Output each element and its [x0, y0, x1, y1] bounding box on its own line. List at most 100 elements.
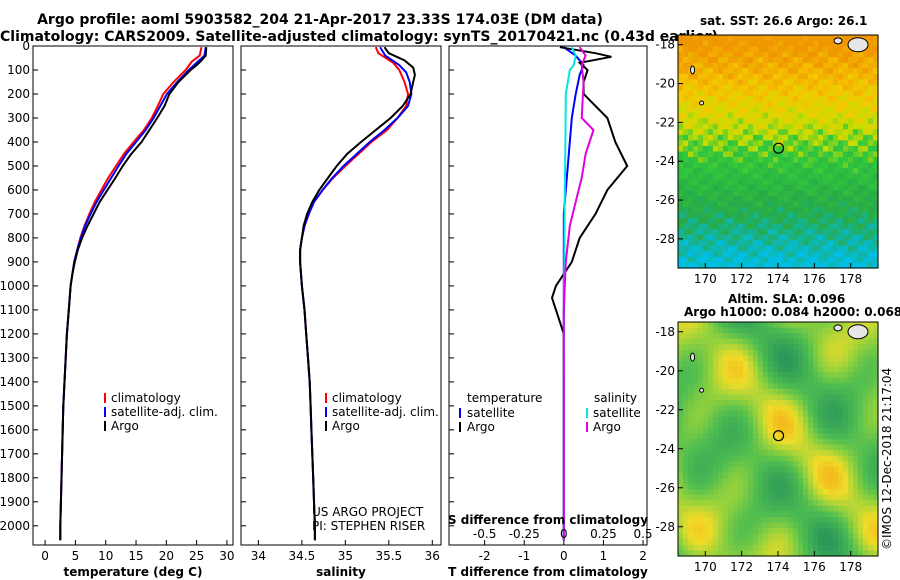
map-cell	[708, 40, 714, 47]
map-cell	[693, 355, 699, 362]
map-cell	[853, 500, 859, 507]
map-cell	[833, 151, 839, 158]
map-cell	[783, 184, 789, 191]
map-cell	[818, 511, 824, 518]
map-cell	[718, 511, 724, 518]
map-cell	[693, 550, 699, 557]
map-cell	[783, 179, 789, 186]
map-cell	[718, 322, 724, 329]
map-cell	[728, 422, 734, 429]
map-cell	[733, 349, 739, 357]
map-cell	[828, 107, 834, 114]
map-cell	[718, 489, 724, 496]
map-cell	[743, 101, 749, 108]
map-cell	[713, 533, 719, 540]
map-cell	[748, 550, 754, 557]
map-cell	[743, 322, 749, 329]
map-cell	[803, 46, 809, 53]
map-cell	[848, 179, 854, 186]
map-cell	[838, 489, 844, 496]
map-cell	[823, 377, 829, 384]
map-cell	[693, 206, 699, 214]
depth-tick-label: 1700	[0, 447, 30, 461]
map-cell	[718, 450, 724, 457]
map-cell	[868, 107, 874, 114]
map-cell	[863, 201, 869, 208]
map-cell	[758, 68, 764, 75]
map-cell	[733, 500, 739, 507]
map-cell	[718, 84, 724, 92]
map-cell	[738, 450, 744, 457]
map-cell	[693, 162, 699, 169]
map-cell	[733, 57, 739, 64]
map-cell	[838, 168, 844, 175]
map-cell	[753, 168, 759, 175]
map-cell	[768, 107, 774, 114]
map-cell	[818, 190, 824, 197]
map-cell	[783, 422, 789, 429]
map-cell	[693, 229, 699, 236]
map-cell	[758, 223, 764, 230]
map-cell	[853, 201, 859, 208]
map-cell	[823, 550, 829, 557]
map-cell	[853, 511, 859, 518]
map-x-tick-label: 174	[767, 560, 790, 574]
map-cell	[753, 96, 759, 103]
map-cell	[778, 411, 784, 418]
map-cell	[708, 450, 714, 457]
map-cell	[808, 349, 814, 357]
map-cell	[793, 190, 799, 197]
map-cell	[863, 190, 869, 197]
map-cell	[838, 405, 844, 412]
map-cell	[763, 466, 769, 474]
map-cell	[763, 251, 769, 258]
map-cell	[838, 505, 844, 513]
map-cell	[723, 439, 729, 446]
map-cell	[843, 168, 849, 175]
map-cell	[828, 140, 834, 147]
map-cell	[728, 140, 734, 147]
map-cell	[718, 427, 724, 435]
map-cell	[813, 157, 819, 164]
x-tick-label: 30	[219, 549, 234, 563]
map-cell	[723, 349, 729, 357]
map-cell	[718, 383, 724, 390]
map-cell	[843, 234, 849, 241]
map-cell	[688, 179, 694, 186]
map-cell	[713, 411, 719, 418]
map-cell	[798, 366, 804, 373]
map-cell	[703, 388, 709, 396]
map-cell	[858, 184, 864, 191]
map-cell	[788, 494, 794, 501]
map-cell	[678, 229, 684, 236]
map-cell	[763, 51, 769, 58]
map-cell	[763, 528, 769, 535]
map-cell	[838, 223, 844, 230]
map-cell	[838, 522, 844, 529]
map-cell	[718, 361, 724, 368]
map-cell	[778, 455, 784, 462]
map-cell	[723, 461, 729, 468]
map-cell	[688, 101, 694, 108]
map-cell	[783, 383, 789, 390]
map-cell	[823, 416, 829, 423]
map-cell	[723, 433, 729, 440]
map-cell	[698, 400, 704, 407]
map-cell	[863, 388, 869, 396]
map-cell	[713, 455, 719, 462]
map-cell	[683, 416, 689, 423]
map-cell	[758, 322, 764, 329]
map-cell	[833, 62, 839, 69]
map-cell	[823, 522, 829, 529]
map-cell	[843, 522, 849, 529]
map-cell	[723, 173, 729, 180]
map-cell	[803, 140, 809, 147]
map-cell	[758, 145, 764, 153]
map-cell	[788, 234, 794, 241]
map-cell	[863, 179, 869, 186]
s-diff-tick-label: 0.25	[590, 527, 617, 541]
map-cell	[808, 522, 814, 529]
map-cell	[863, 35, 869, 42]
map-cell	[728, 478, 734, 485]
map-cell	[848, 377, 854, 384]
